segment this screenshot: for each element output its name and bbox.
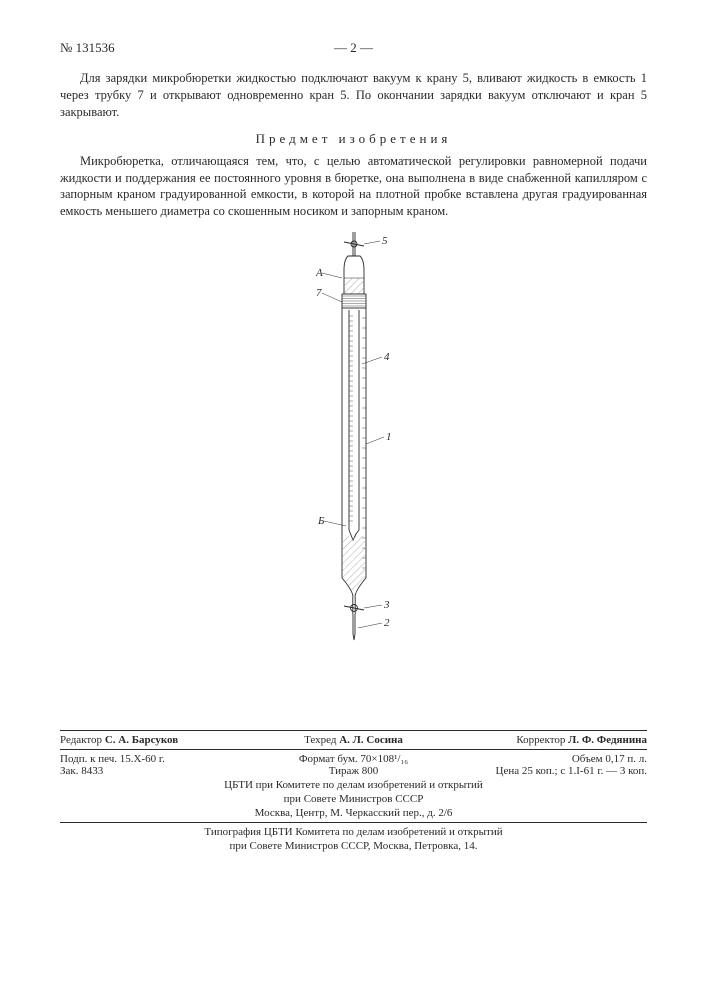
footer-typography-2: при Совете Министров СССР, Москва, Петро…	[60, 840, 647, 852]
svg-text:5: 5	[382, 235, 388, 247]
header-spacer	[644, 40, 647, 56]
footer-credits: Редактор С. А. Барсуков Техред А. Л. Сос…	[60, 734, 647, 746]
divider	[60, 749, 647, 750]
footer-org-2: при Совете Министров СССР	[60, 793, 647, 805]
page-marker: — 2 —	[334, 40, 373, 56]
svg-text:А: А	[315, 267, 323, 279]
figure-microburette: 5 А 7 4 1 Б 3 2	[60, 230, 647, 650]
svg-text:Б: Б	[317, 515, 325, 527]
footer-org-1: ЦБТИ при Комитете по делам изобретений и…	[60, 779, 647, 791]
paragraph-1: Для зарядки микробюретки жидкостью подкл…	[60, 70, 647, 121]
svg-text:4: 4	[384, 351, 390, 363]
footer: Редактор С. А. Барсуков Техред А. Л. Сос…	[60, 730, 647, 852]
svg-text:3: 3	[383, 599, 390, 611]
footer-typography-1: Типография ЦБТИ Комитета по делам изобре…	[60, 826, 647, 838]
divider	[60, 730, 647, 731]
section-title: Предмет изобретения	[60, 131, 647, 147]
footer-print-info-2: Зак. 8433 Тираж 800 Цена 25 коп.; с 1.I-…	[60, 765, 647, 777]
footer-addr: Москва, Центр, М. Черкасский пер., д. 2/…	[60, 807, 647, 819]
paragraph-2: Микробюретка, отличающаяся тем, что, с ц…	[60, 153, 647, 221]
doc-number: № 131536	[60, 40, 115, 56]
footer-print-info-1: Подп. к печ. 15.X-60 г. Формат бум. 70×1…	[60, 753, 647, 765]
svg-text:1: 1	[386, 431, 392, 443]
divider	[60, 822, 647, 823]
svg-text:2: 2	[384, 617, 390, 629]
svg-text:7: 7	[316, 287, 322, 299]
